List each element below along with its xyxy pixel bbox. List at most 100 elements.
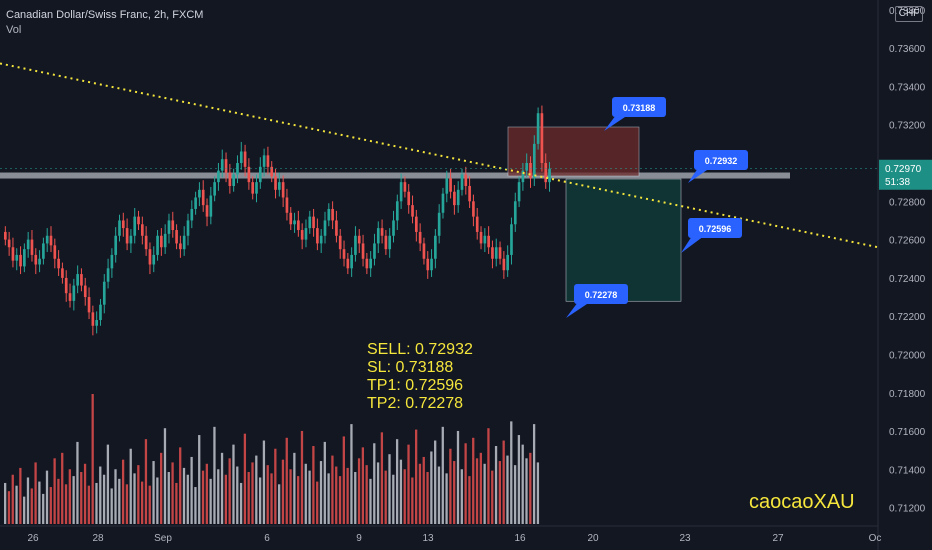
volume-bar xyxy=(300,430,304,524)
candle-body xyxy=(513,201,517,225)
volume-bar xyxy=(354,472,357,524)
candle-body xyxy=(76,274,79,286)
volume-bar xyxy=(83,463,87,524)
volume-bar xyxy=(64,484,68,524)
candle-body xyxy=(532,143,536,179)
volume-bar xyxy=(426,472,429,524)
candle-body xyxy=(441,193,445,213)
tp2-callout-pointer xyxy=(566,302,590,318)
time-tick-label: 27 xyxy=(772,533,784,544)
volume-bar xyxy=(361,447,365,524)
volume-bar xyxy=(327,473,330,524)
candle-body xyxy=(220,159,224,171)
volume-bar xyxy=(456,430,460,524)
volume-bar xyxy=(209,478,212,524)
candle-body xyxy=(376,228,380,244)
candle-body xyxy=(319,235,323,244)
currency-badge[interactable]: CHF xyxy=(895,6,923,22)
volume-bar xyxy=(529,452,532,524)
volume-bar xyxy=(335,466,338,524)
volume-bar xyxy=(262,440,266,524)
candle-body xyxy=(278,182,281,190)
candle-body xyxy=(373,243,376,259)
candle-body xyxy=(156,235,159,255)
candle-body xyxy=(415,216,418,232)
time-tick-label: Oc xyxy=(869,533,882,544)
volume-bar xyxy=(141,481,144,524)
candle-body xyxy=(297,220,300,231)
current-price-text: 0.72970 xyxy=(885,164,922,175)
price-tick-label: 0.71800 xyxy=(889,389,926,400)
candle-body xyxy=(434,235,437,259)
candle-body xyxy=(45,235,49,244)
candle-body xyxy=(494,247,498,259)
volume-bar xyxy=(418,463,422,524)
volume-label: Vol xyxy=(6,24,22,36)
symbol-title: Canadian Dollar/Swiss Franc, 2h, FXCM xyxy=(6,9,204,21)
volume-bar xyxy=(323,441,326,524)
candle-body xyxy=(274,176,277,190)
candle-body xyxy=(479,231,483,244)
time-tick-label: 6 xyxy=(264,533,270,544)
volume-bar xyxy=(502,440,505,524)
candle-body xyxy=(472,201,475,217)
candle-body xyxy=(395,201,399,221)
candle-body xyxy=(258,166,262,183)
volume-bar xyxy=(167,472,170,524)
volume-bar xyxy=(179,447,182,524)
volume-bar xyxy=(434,440,437,524)
candle-body xyxy=(99,304,102,321)
candle-body xyxy=(167,220,171,234)
candle-body xyxy=(255,182,258,194)
volume-bar xyxy=(239,482,243,524)
candle-body xyxy=(102,281,106,305)
volume-bar xyxy=(392,474,395,524)
volume-bar xyxy=(399,459,403,524)
volume-bar xyxy=(403,469,406,524)
volume-bar xyxy=(491,470,494,524)
candle-body xyxy=(83,285,87,298)
candle-body xyxy=(365,258,369,269)
volume-bar xyxy=(68,469,71,524)
candle-body xyxy=(57,258,60,269)
volume-bar xyxy=(213,426,216,524)
volume-bar xyxy=(494,446,498,524)
candle-body xyxy=(418,231,422,244)
candle-body xyxy=(232,174,235,186)
candle-body xyxy=(80,274,83,286)
candle-body xyxy=(403,182,407,192)
price-tick-label: 0.72600 xyxy=(889,236,926,247)
candle-body xyxy=(422,243,426,259)
candle-body xyxy=(243,151,247,167)
volume-bar xyxy=(114,469,117,524)
price-tick-label: 0.73600 xyxy=(889,44,926,55)
volume-bar xyxy=(30,488,33,524)
volume-bar xyxy=(506,455,509,524)
candle-body xyxy=(293,220,296,225)
volume-bar xyxy=(243,433,247,524)
volume-bar xyxy=(7,491,11,524)
time-tick-label: 23 xyxy=(679,533,691,544)
candle-body xyxy=(194,197,197,209)
candle-body xyxy=(510,224,513,255)
volume-bar xyxy=(297,476,300,524)
candle-body xyxy=(137,216,140,225)
volume-bar xyxy=(118,478,121,524)
candle-body xyxy=(544,163,548,183)
candle-body xyxy=(190,208,194,221)
candle-body xyxy=(30,239,34,255)
candle-body xyxy=(323,220,327,236)
volume-bar xyxy=(49,487,52,524)
volume-bar xyxy=(281,459,285,524)
volume-bar xyxy=(274,448,277,524)
trade-plan: SELL: 0.72932 SL: 0.73188 TP1: 0.72596 T… xyxy=(367,341,473,413)
volume-bar xyxy=(152,461,155,524)
candle-body xyxy=(160,235,163,248)
volume-bar xyxy=(487,428,490,524)
candle-body xyxy=(251,182,255,194)
candle-body xyxy=(209,195,213,217)
volume-bar xyxy=(11,474,14,524)
volume-bar xyxy=(110,488,113,524)
candle-body xyxy=(110,254,114,269)
